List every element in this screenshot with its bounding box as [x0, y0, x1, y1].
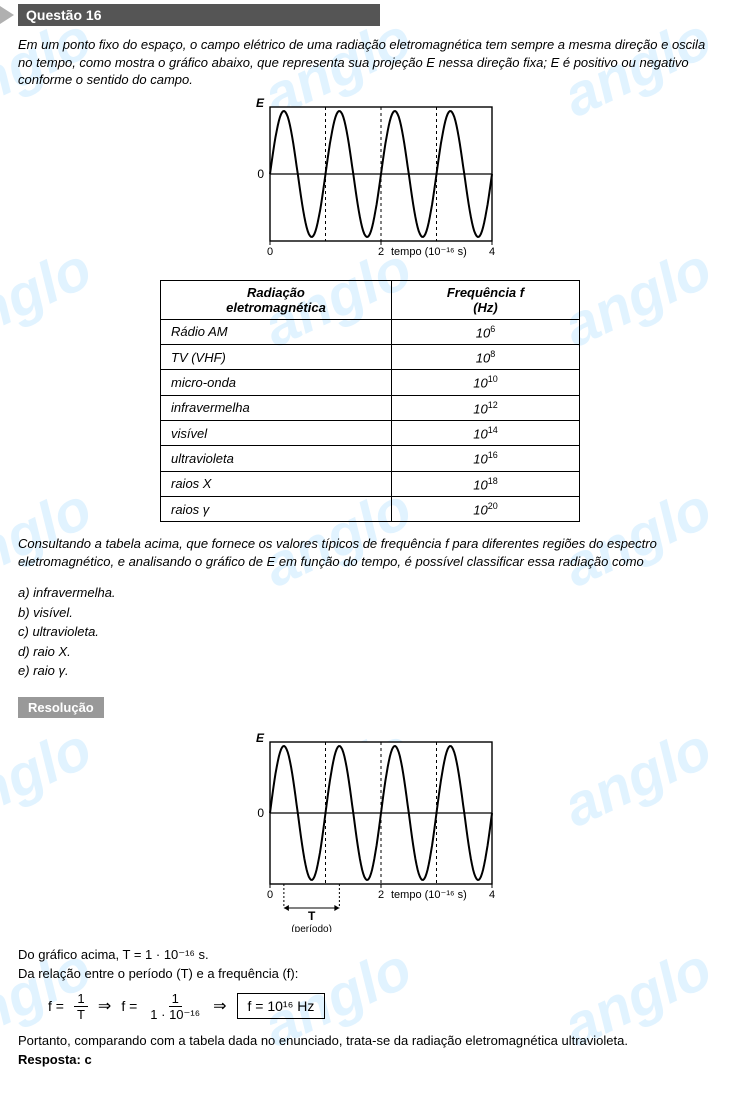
table-row: raios X1018 — [161, 471, 580, 496]
fraction-2: 1 1 · 10⁻¹⁶ — [147, 992, 203, 1021]
arrow-icon: ⇒ — [98, 996, 111, 1016]
chart2-svg: E 0 0 2 4 tempo (10⁻¹⁶ s) T(período) — [240, 732, 500, 932]
cell-freq: 1016 — [391, 446, 579, 471]
table-header-radiation: Radiação eletromagnética — [161, 280, 392, 319]
option-d: d) raio X. — [18, 642, 722, 662]
question-intro: Em um ponto fixo do espaço, o campo elét… — [18, 36, 722, 89]
svg-text:2: 2 — [378, 889, 384, 901]
cell-name: ultravioleta — [161, 446, 392, 471]
option-a: a) infravermelha. — [18, 583, 722, 603]
th-text: Radiação — [247, 285, 305, 300]
f-eq: f = — [48, 998, 64, 1014]
table-row: raios γ1020 — [161, 496, 580, 521]
chart-with-period: E 0 0 2 4 tempo (10⁻¹⁶ s) T(período) — [18, 732, 722, 935]
cell-name: TV (VHF) — [161, 344, 392, 369]
cell-name: micro-onda — [161, 370, 392, 395]
solution-line2: Da relação entre o período (T) e a frequ… — [18, 964, 722, 984]
frac-den: 1 · 10⁻¹⁶ — [147, 1007, 203, 1021]
svg-text:tempo (10⁻¹⁶ s): tempo (10⁻¹⁶ s) — [391, 246, 467, 258]
th-text: eletromagnética — [226, 300, 326, 315]
chart-e-vs-t: E 0 0 2 4 tempo (10⁻¹⁶ s) — [18, 97, 722, 270]
svg-text:(período): (período) — [291, 924, 332, 932]
cell-freq: 1018 — [391, 471, 579, 496]
question-post: Consultando a tabela acima, que fornece … — [18, 535, 722, 570]
svg-text:E: E — [256, 97, 265, 110]
th-text: Frequência f — [447, 285, 524, 300]
answer-line: Resposta: c — [18, 1050, 722, 1070]
table-row: micro-onda1010 — [161, 370, 580, 395]
fraction-1: 1 T — [74, 992, 88, 1021]
cell-freq: 1012 — [391, 395, 579, 420]
svg-text:E: E — [256, 732, 265, 745]
cell-freq: 108 — [391, 344, 579, 369]
svg-text:4: 4 — [489, 889, 495, 901]
cell-freq: 1014 — [391, 420, 579, 445]
resolution-bar: Resolução — [18, 697, 104, 718]
svg-text:0: 0 — [267, 246, 273, 258]
answer-bold: Resposta: c — [18, 1052, 92, 1067]
arrow-icon: ⇒ — [213, 996, 226, 1016]
cell-name: raios γ — [161, 496, 392, 521]
frequency-table: Radiação eletromagnética Frequência f (H… — [160, 280, 580, 523]
svg-text:T: T — [308, 909, 316, 923]
formula-row: f = 1 T ⇒ f = 1 1 · 10⁻¹⁶ ⇒ f = 10¹⁶ Hz — [48, 992, 722, 1021]
th-text: (Hz) — [473, 300, 498, 315]
frac-num: 1 — [74, 992, 87, 1007]
triangle-icon — [0, 6, 14, 24]
boxed-answer: f = 10¹⁶ Hz — [237, 993, 326, 1019]
table-row: ultravioleta1016 — [161, 446, 580, 471]
question-header: Questão 16 — [0, 4, 380, 26]
cell-name: visível — [161, 420, 392, 445]
table-row: visível1014 — [161, 420, 580, 445]
svg-text:0: 0 — [267, 889, 273, 901]
cell-freq: 1020 — [391, 496, 579, 521]
svg-text:0: 0 — [257, 167, 264, 181]
table-row: infravermelha1012 — [161, 395, 580, 420]
chart-svg: E 0 0 2 4 tempo (10⁻¹⁶ s) — [240, 97, 500, 267]
frac-den: T — [74, 1007, 88, 1021]
svg-text:4: 4 — [489, 246, 495, 258]
conclusion: Portanto, comparando com a tabela dada n… — [18, 1031, 722, 1051]
svg-text:0: 0 — [257, 806, 264, 820]
svg-text:tempo (10⁻¹⁶ s): tempo (10⁻¹⁶ s) — [391, 889, 467, 901]
answer-options: a) infravermelha. b) visível. c) ultravi… — [18, 583, 722, 681]
cell-name: raios X — [161, 471, 392, 496]
table-header-frequency: Frequência f (Hz) — [391, 280, 579, 319]
question-number-bar: Questão 16 — [18, 4, 380, 26]
cell-name: Rádio AM — [161, 319, 392, 344]
cell-freq: 106 — [391, 319, 579, 344]
option-e: e) raio γ. — [18, 661, 722, 681]
table-row: TV (VHF)108 — [161, 344, 580, 369]
solution-line1: Do gráfico acima, T = 1 · 10⁻¹⁶ s. — [18, 945, 722, 965]
cell-name: infravermelha — [161, 395, 392, 420]
frac-num: 1 — [169, 992, 182, 1007]
cell-freq: 1010 — [391, 370, 579, 395]
table-row: Rádio AM106 — [161, 319, 580, 344]
svg-text:2: 2 — [378, 246, 384, 258]
f-eq: f = — [121, 998, 137, 1014]
option-c: c) ultravioleta. — [18, 622, 722, 642]
option-b: b) visível. — [18, 603, 722, 623]
